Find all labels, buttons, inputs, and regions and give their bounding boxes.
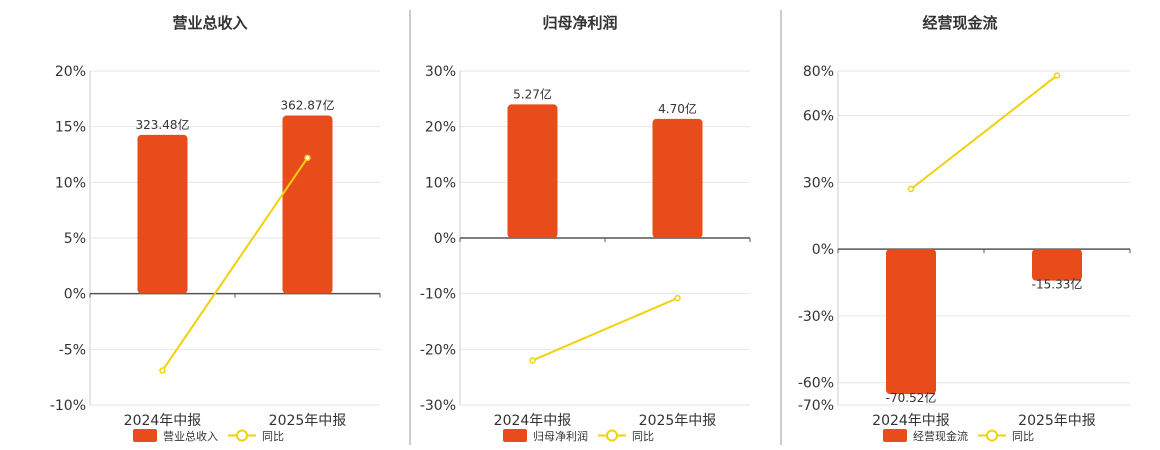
y-tick-label: -10%: [420, 287, 456, 303]
bar-data-label: 5.27亿: [513, 86, 552, 101]
y-tick-label: 15%: [55, 120, 86, 136]
legend-bar-label: 营业总收入: [163, 429, 218, 443]
bar-1: [507, 104, 558, 239]
y-tick-label: 20%: [425, 120, 456, 136]
x-tick-label: 2024年中报: [124, 413, 202, 429]
x-tick-label: 2025年中报: [1018, 413, 1096, 429]
bar-data-label: 4.70亿: [658, 101, 697, 116]
bar-data-label: -15.33亿: [1032, 277, 1083, 292]
y-tick-label: -30%: [420, 398, 456, 414]
y-tick-label: 30%: [803, 175, 834, 191]
y-tick-label: -10%: [50, 398, 86, 414]
legend-bar-label: 归母净利润: [533, 429, 588, 443]
y-tick-label: 80%: [803, 64, 834, 80]
legend-bar-swatch: [883, 429, 907, 442]
legend-line-marker: [986, 429, 998, 442]
x-tick-label: 2024年中报: [494, 413, 572, 429]
bar-data-label: 323.48亿: [136, 117, 190, 132]
x-tick-label: 2025年中报: [269, 413, 347, 429]
y-tick-label: -60%: [798, 376, 834, 392]
legend: 归母净利润 同比: [503, 429, 654, 443]
bar-2: [282, 115, 333, 294]
y-tick-label: 10%: [55, 175, 86, 191]
y-tick-label: 0%: [434, 231, 456, 247]
yoy-point-1: [529, 357, 536, 364]
legend: 营业总收入 同比: [133, 429, 284, 443]
chart-panel-2: 归母净利润 -30% -20% -10% 0% 10% 20% 30% 5.27亿 4.70亿 20…: [420, 14, 751, 443]
y-tick-label: 5%: [64, 231, 86, 247]
y-tick-label: -20%: [420, 342, 456, 358]
y-tick-label: 60%: [803, 109, 834, 125]
bar-1: [886, 249, 936, 395]
yoy-line: [910, 74, 1058, 190]
yoy-point-1: [907, 185, 915, 193]
legend-line-label: 同比: [1012, 430, 1034, 443]
legend-bar-swatch: [133, 429, 157, 442]
bar-data-label: 362.87亿: [281, 98, 335, 113]
y-tick-label: -5%: [59, 342, 86, 358]
chart-panel-1: 营业总收入 -10% -5% 0% 5% 10% 15% 20% 323.48亿 362.87亿 2…: [50, 14, 381, 443]
legend-line-marker: [606, 429, 618, 442]
bar-data-label: -70.52亿: [886, 390, 937, 405]
legend-line-label: 同比: [262, 430, 284, 443]
bar-2: [1032, 249, 1082, 281]
legend-line-marker: [236, 429, 248, 442]
chart-title: 归母净利润: [542, 14, 617, 32]
chart-panel-3: 经营现金流 -70% -60% -30% 0% 30% 60% 80% -70.52亿 -15.3…: [798, 14, 1131, 443]
y-tick-label: -70%: [798, 398, 834, 414]
legend: 经营现金流 同比: [883, 429, 1034, 443]
yoy-point-2: [674, 294, 681, 302]
bar-2: [652, 118, 703, 238]
yoy-line: [532, 297, 678, 362]
bar-1: [137, 134, 188, 294]
y-tick-label: 20%: [55, 64, 86, 80]
y-tick-label: 30%: [425, 64, 456, 80]
x-tick-label: 2025年中报: [639, 413, 717, 429]
x-tick-label: 2024年中报: [872, 413, 950, 429]
chart-title: 经营现金流: [922, 14, 997, 32]
y-tick-label: 0%: [64, 287, 86, 303]
yoy-point-2: [304, 154, 311, 162]
yoy-point-1: [159, 367, 166, 374]
yoy-line: [161, 157, 309, 372]
y-tick-label: -30%: [798, 309, 834, 325]
legend-bar-label: 经营现金流: [913, 429, 968, 443]
chart-title: 营业总收入: [172, 14, 247, 32]
legend-line-label: 同比: [632, 430, 654, 443]
y-tick-label: 0%: [812, 242, 834, 258]
legend-bar-swatch: [503, 429, 527, 442]
yoy-point-2: [1053, 72, 1061, 79]
y-tick-label: 10%: [425, 175, 456, 191]
